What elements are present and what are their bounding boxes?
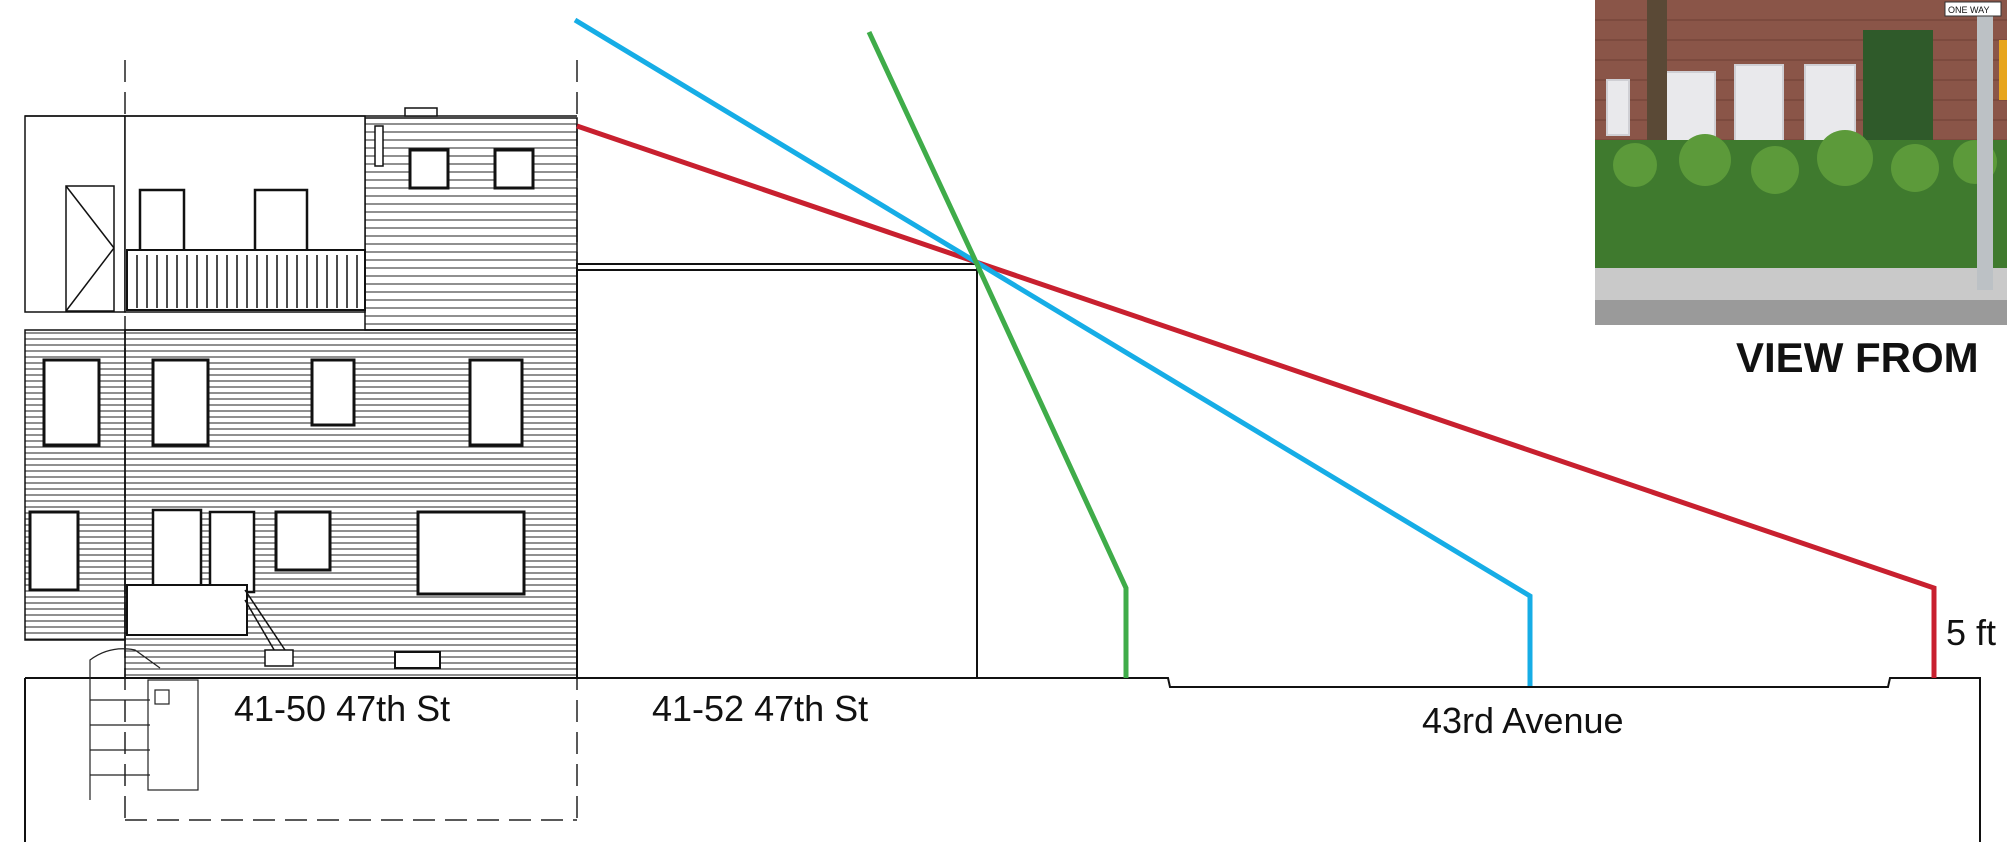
one-way-sign-text: ONE WAY [1948,5,1990,15]
lot-label-41-50: 41-50 47th St [234,688,451,729]
sightline-green [866,30,1129,678]
sightlines [573,17,1937,686]
plan-sketch [89,648,199,800]
ground-outline [24,677,1981,842]
left-neighbor-building [24,115,126,641]
building-41-52 [576,263,978,679]
lot-label-41-52: 41-52 47th St [652,688,869,729]
view-photo: ONE WAY [1595,0,2007,325]
eye-height-label: 5 ft [1946,612,1997,653]
photo-caption: VIEW FROM [1736,334,1979,381]
street-label: 43rd Avenue [1422,700,1624,741]
sightline-blue [573,17,1533,686]
deck-railing-balusters [136,255,358,308]
lot-dashed-outline [124,60,578,821]
house-41-50 [124,107,578,679]
sightline-red [576,123,1937,678]
